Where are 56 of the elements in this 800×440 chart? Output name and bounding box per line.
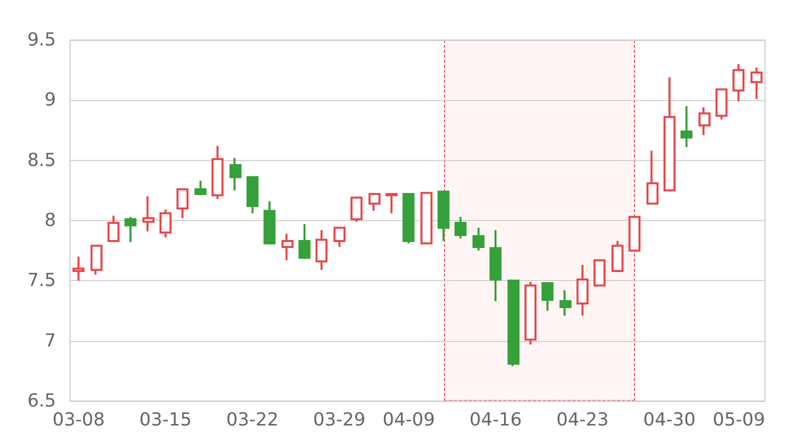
x-tick-label: 03-15 (139, 410, 192, 430)
x-tick-label: 03-22 (226, 410, 279, 430)
y-tick-label: 6.5 (27, 390, 56, 412)
candlestick (368, 193, 380, 212)
candlestick (282, 232, 294, 262)
y-tick-label: 8 (44, 210, 56, 231)
candlestick (508, 280, 520, 368)
candlestick (230, 156, 242, 192)
candlestick (732, 63, 744, 102)
candlestick (420, 192, 432, 244)
candlestick (490, 229, 502, 302)
candlestick (560, 289, 572, 317)
candlestick (612, 240, 624, 272)
candlestick (698, 106, 710, 136)
candlestick (542, 282, 554, 312)
candlestick (108, 214, 120, 242)
x-tick-label: 03-29 (313, 410, 366, 430)
candlestick (212, 144, 224, 200)
candlestick (628, 216, 640, 252)
candlestick (142, 195, 154, 232)
candlestick (124, 216, 136, 244)
candlestick (264, 200, 276, 244)
candlestick (576, 264, 588, 317)
y-tick-label: 7 (44, 330, 56, 352)
candlestick (750, 66, 762, 100)
candlestick (386, 193, 398, 214)
x-tick-label: 04-16 (470, 410, 522, 430)
y-tick-label: 8.5 (27, 150, 56, 171)
candlestick (298, 223, 310, 260)
candlestick (472, 226, 484, 252)
y-tick-label: 9.5 (27, 30, 56, 50)
x-tick-label: 05-09 (712, 410, 766, 430)
candlestick (350, 196, 362, 223)
candlestick (334, 226, 346, 248)
y-tick-label: 9 (44, 90, 56, 111)
candlestick (194, 180, 206, 196)
candlestick (438, 190, 450, 242)
x-tick-label: 04-23 (556, 410, 609, 430)
candlestick (316, 229, 328, 271)
candlestick (664, 76, 676, 193)
candlestick (524, 280, 536, 346)
x-tick-label: 04-09 (382, 410, 435, 430)
candlestick (594, 259, 606, 286)
candlestick (90, 244, 102, 276)
candlestick (402, 193, 414, 244)
candlestick (716, 88, 728, 120)
candlestick (680, 105, 692, 148)
x-tick-label: 03-08 (52, 410, 105, 430)
y-tick-label: 7.5 (27, 270, 56, 292)
candlestick (72, 256, 84, 282)
x-tick-label: 04-30 (643, 410, 696, 430)
candlestick (646, 150, 658, 205)
candlestick (246, 176, 258, 214)
candlestick (454, 216, 466, 240)
candlestick (176, 188, 188, 220)
candlestick (160, 208, 172, 238)
